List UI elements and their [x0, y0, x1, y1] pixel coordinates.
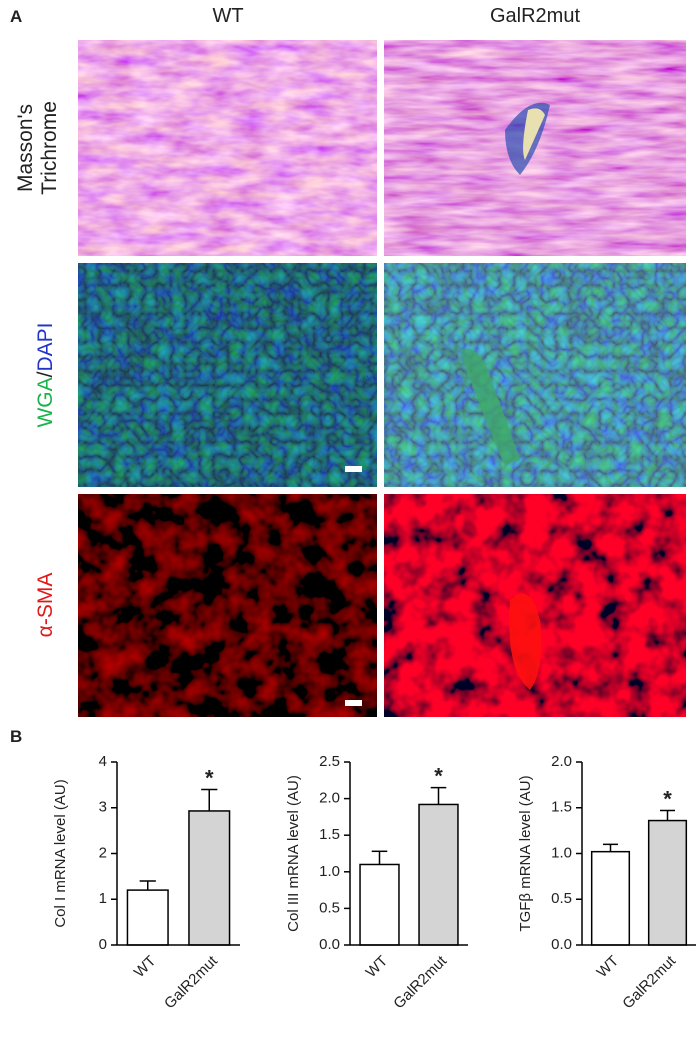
x-tick-label: WT: [131, 953, 160, 982]
column-header: WT: [212, 5, 243, 27]
x-tick-label: GalR2mut: [619, 952, 679, 1012]
y-tick-label: 1.5: [319, 826, 340, 843]
y-tick-label: 0.0: [551, 936, 572, 953]
row-label-line: Masson's: [14, 104, 37, 192]
y-tick-label: 0.5: [551, 890, 572, 907]
significance: *: [205, 765, 214, 790]
x-tick-label: GalR2mut: [390, 952, 450, 1012]
row-label: α-SMA: [34, 573, 57, 638]
y-tick-label: 3: [99, 799, 107, 816]
trichrome-wt: [78, 40, 377, 256]
y-tick-label: 1: [99, 890, 107, 907]
bar: [590, 850, 631, 946]
y-tick-label: 4: [99, 753, 107, 770]
wga-mut: [384, 263, 686, 487]
row-label-part: DAPI: [34, 322, 57, 371]
micrographs: [78, 40, 686, 717]
row-label-part: WGA: [34, 377, 57, 427]
y-tick-label: 1.0: [319, 863, 340, 880]
y-tick-label: 2.5: [319, 753, 340, 770]
row-label-part: /: [34, 371, 57, 377]
y-tick-label: 1.5: [551, 799, 572, 816]
significance: *: [663, 786, 672, 811]
row-label: Masson's Trichrome: [14, 101, 61, 195]
y-tick-label: 2: [99, 844, 107, 861]
bar: [188, 810, 231, 946]
x-tick-label: WT: [594, 953, 623, 982]
y-axis-label: Col I mRNA level (AU): [52, 779, 69, 927]
y-axis-label: TGFβ mRNA level (AU): [517, 775, 534, 931]
x-tick-label: WT: [363, 953, 392, 982]
y-tick-label: 0.5: [319, 899, 340, 916]
panel-label: A: [10, 7, 22, 26]
y-tick-label: 2.0: [551, 753, 572, 770]
significance: *: [434, 764, 443, 789]
bar: [418, 803, 459, 946]
x-tick-label: GalR2mut: [161, 952, 221, 1012]
y-tick-label: 2.0: [319, 790, 340, 807]
panel-label: B: [10, 727, 22, 746]
y-tick-label: 0: [99, 936, 107, 953]
row-label-line: Trichrome: [38, 101, 61, 195]
bar: [359, 863, 400, 946]
row-label: WGA/DAPI: [34, 322, 57, 427]
y-axis-label: Col III mRNA level (AU): [285, 775, 302, 932]
column-header: GalR2mut: [490, 5, 580, 27]
bar: [647, 819, 688, 946]
y-tick-label: 1.0: [551, 844, 572, 861]
y-tick-label: 0.0: [319, 936, 340, 953]
bar: [126, 889, 169, 946]
